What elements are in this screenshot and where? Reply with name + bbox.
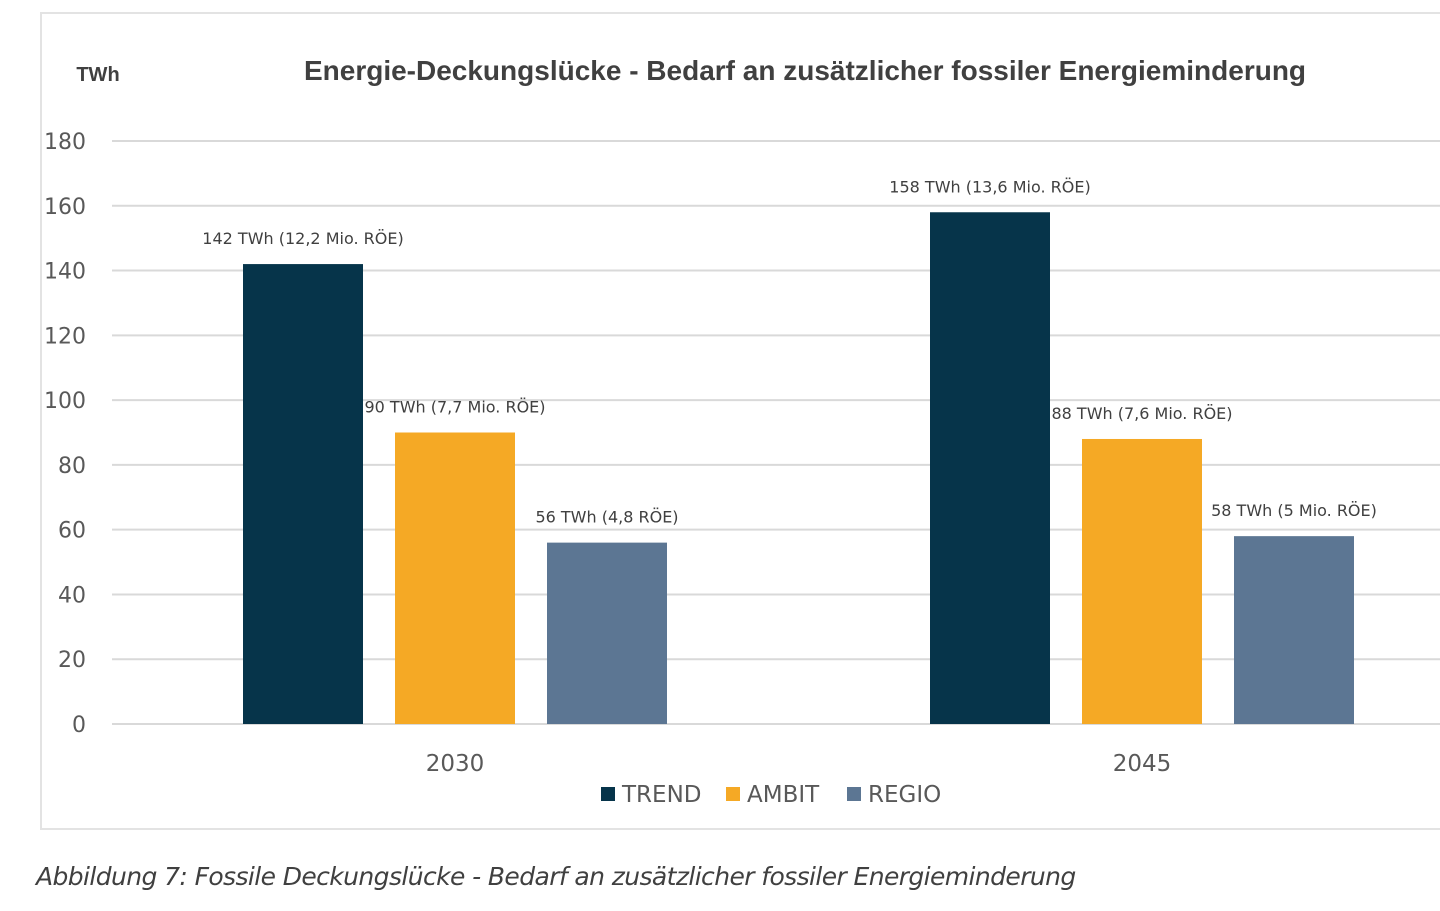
data-label-trend-2045: 158 TWh (13,6 Mio. RÖE) (889, 177, 1090, 196)
y-tick-label: 140 (44, 260, 86, 285)
x-axis-categories: 2030 2045 (426, 751, 1172, 777)
y-tick-label: 80 (58, 454, 86, 479)
legend: TREND AMBIT REGIO (601, 782, 941, 808)
legend-swatch-regio (847, 787, 861, 801)
y-unit-label: TWh (76, 64, 119, 86)
bar-regio-2030 (547, 542, 667, 724)
data-labels: 142 TWh (12,2 Mio. RÖE) 90 TWh (7,7 Mio. … (202, 177, 1377, 526)
data-label-ambit-2030: 90 TWh (7,7 Mio. RÖE) (364, 398, 545, 417)
legend-swatch-trend (601, 787, 615, 801)
bar-trend-2030 (243, 264, 363, 724)
y-tick-label: 120 (44, 324, 86, 349)
bar-trend-2045 (930, 212, 1050, 724)
x-category-label: 2030 (426, 751, 485, 777)
y-tick-label: 60 (58, 519, 86, 544)
chart-title: Energie-Deckungslücke - Bedarf an zusätz… (304, 55, 1306, 86)
data-label-trend-2030: 142 TWh (12,2 Mio. RÖE) (202, 229, 403, 248)
legend-label-trend: TREND (621, 782, 701, 808)
legend-label-ambit: AMBIT (747, 782, 820, 808)
data-label-regio-2030: 56 TWh (4,8 RÖE) (535, 508, 678, 527)
bar-ambit-2045 (1082, 438, 1202, 724)
y-tick-label: 20 (58, 648, 86, 673)
data-label-ambit-2045: 88 TWh (7,6 Mio. RÖE) (1051, 404, 1232, 423)
y-tick-label: 180 (44, 130, 86, 155)
bar-regio-2045 (1234, 536, 1354, 724)
y-tick-label: 160 (44, 195, 86, 220)
legend-label-regio: REGIO (868, 782, 941, 808)
y-tick-label: 100 (44, 389, 86, 414)
y-axis-ticks: 0 20 40 60 80 100 120 140 160 180 (44, 130, 86, 738)
data-label-regio-2045: 58 TWh (5 Mio. RÖE) (1211, 501, 1377, 520)
y-tick-label: 40 (58, 583, 86, 608)
y-tick-label: 0 (72, 713, 86, 738)
x-category-label: 2045 (1113, 751, 1172, 777)
figure-caption: Abbildung 7: Fossile Deckungslücke - Bed… (36, 862, 1076, 891)
legend-swatch-ambit (726, 787, 740, 801)
bars (243, 212, 1354, 724)
bar-ambit-2030 (395, 432, 515, 724)
